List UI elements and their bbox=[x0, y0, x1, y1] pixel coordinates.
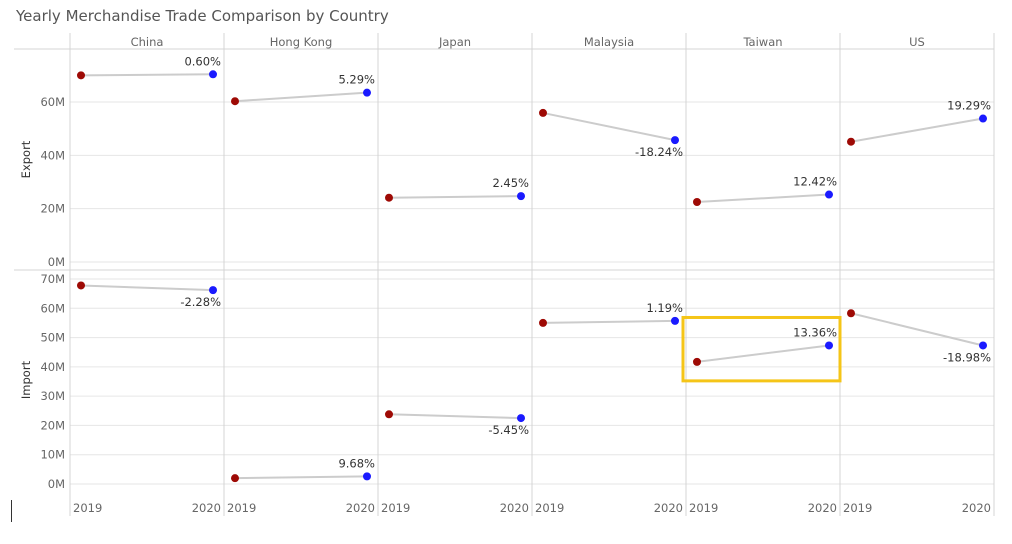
export-japan-change-label: 2.45% bbox=[492, 176, 529, 190]
import-china-change-label: -2.28% bbox=[180, 295, 221, 309]
export-hong-kong-2020-point[interactable] bbox=[363, 88, 371, 97]
import-us-change-label: -18.98% bbox=[943, 350, 991, 364]
y-tick-label: 0M bbox=[48, 255, 65, 269]
highlight-box-taiwan bbox=[681, 315, 842, 383]
facet-headers: China Hong Kong Japan Malaysia Taiwan US bbox=[131, 35, 925, 49]
y-tick-label: 60M bbox=[40, 301, 65, 315]
y-tick-label: 60M bbox=[40, 95, 65, 109]
export-taiwan-change-label: 12.42% bbox=[793, 175, 837, 189]
import-china-2020-point[interactable] bbox=[209, 286, 217, 295]
y-tick-label: 10M bbox=[40, 448, 65, 462]
text-cursor bbox=[11, 500, 12, 522]
export-malaysia-connector-line bbox=[542, 111, 676, 142]
export-us-2019-point[interactable] bbox=[847, 137, 855, 146]
export-japan-2020-point[interactable] bbox=[517, 192, 525, 201]
import-japan-2020-point[interactable] bbox=[517, 414, 525, 423]
import-taiwan-change-label: 13.36% bbox=[793, 325, 837, 339]
import-us-2019-point[interactable] bbox=[847, 309, 855, 318]
export-taiwan-2019-point[interactable] bbox=[693, 198, 701, 206]
import-taiwan-2019-point[interactable] bbox=[693, 357, 701, 366]
x-tick-label: 2020 bbox=[346, 501, 375, 515]
x-tick-label: 2020 bbox=[500, 501, 529, 515]
export-china-change-label: 0.60% bbox=[184, 54, 221, 68]
facet-header-japan: Japan bbox=[438, 35, 471, 49]
import-hong-kong-2019-point[interactable] bbox=[231, 474, 239, 483]
y-tick-label: 40M bbox=[40, 360, 65, 374]
import-malaysia-connector-line bbox=[542, 319, 676, 324]
y-tick-label: 70M bbox=[40, 272, 65, 286]
y-tick-label: 0M bbox=[48, 477, 65, 491]
import-japan-change-label: -5.45% bbox=[488, 423, 529, 437]
import-hong-kong-2020-point[interactable] bbox=[363, 472, 371, 481]
facet-header-us: US bbox=[909, 35, 925, 49]
y-tick-label: 20M bbox=[40, 418, 65, 432]
export-hong-kong-2019-point[interactable] bbox=[231, 97, 239, 106]
x-tick-label: 2019 bbox=[381, 501, 410, 515]
import-japan-2019-point[interactable] bbox=[385, 410, 393, 419]
export-us-change-label: 19.29% bbox=[947, 99, 991, 113]
y-tick-label: 20M bbox=[40, 202, 65, 216]
facet-header-china: China bbox=[131, 35, 164, 49]
import-malaysia-2019-point[interactable] bbox=[539, 318, 547, 327]
x-tick-label: 2019 bbox=[227, 501, 256, 515]
y-axis-title-export: Export bbox=[19, 140, 33, 178]
import-malaysia-2020-point[interactable] bbox=[671, 316, 679, 325]
import-hong-kong-change-label: 9.68% bbox=[338, 456, 375, 470]
facet-header-hong-kong: Hong Kong bbox=[270, 35, 333, 49]
export-japan-2019-point[interactable] bbox=[385, 193, 393, 202]
import-us-2020-point[interactable] bbox=[979, 341, 987, 350]
export-malaysia-2019-point[interactable] bbox=[539, 108, 547, 117]
import-japan-connector-line bbox=[388, 413, 522, 420]
x-tick-label: 2019 bbox=[689, 501, 718, 515]
export-taiwan-2020-point[interactable] bbox=[825, 190, 833, 199]
facet-header-malaysia: Malaysia bbox=[584, 35, 634, 49]
chart-title: Yearly Merchandise Trade Comparison by C… bbox=[16, 7, 389, 25]
export-us-2020-point[interactable] bbox=[979, 114, 987, 123]
export-malaysia-change-label: -18.24% bbox=[635, 145, 683, 159]
export-taiwan-connector-line bbox=[696, 193, 830, 203]
import-us-connector-line bbox=[850, 312, 984, 347]
export-china-2019-point[interactable] bbox=[77, 71, 85, 80]
y-axis-title-import: Import bbox=[19, 360, 33, 399]
export-japan-connector-line bbox=[388, 195, 522, 199]
x-tick-label: 2020 bbox=[654, 501, 683, 515]
x-tick-label: 2020 bbox=[192, 501, 221, 515]
axes: 0M 20M 40M 60M Export 0M 10M 20M 30M 40M 50M 60M 70M… bbox=[19, 95, 991, 515]
export-hong-kong-connector-line bbox=[234, 91, 368, 103]
export-china-2020-point[interactable] bbox=[209, 70, 217, 79]
export-malaysia-2020-point[interactable] bbox=[671, 136, 679, 145]
facet-header-taiwan: Taiwan bbox=[742, 35, 782, 49]
import-taiwan-connector-line bbox=[696, 344, 830, 363]
highlight-layer bbox=[681, 315, 842, 383]
export-china-connector-line bbox=[80, 73, 214, 77]
import-taiwan-2020-point[interactable] bbox=[825, 341, 833, 350]
x-tick-label: 2020 bbox=[808, 501, 837, 515]
panel-frame bbox=[14, 33, 995, 516]
x-tick-label: 2019 bbox=[843, 501, 872, 515]
y-tick-label: 30M bbox=[40, 389, 65, 403]
x-tick-label: 2019 bbox=[535, 501, 564, 515]
export-us-connector-line bbox=[850, 117, 984, 143]
import-china-connector-line bbox=[80, 284, 214, 292]
plot-marks[interactable]: 0.60% 5.29% 2.45% -18.24% 12.42% 19.29% -2.28%… bbox=[77, 54, 991, 483]
y-tick-label: 50M bbox=[40, 331, 65, 345]
import-hong-kong-connector-line bbox=[234, 475, 368, 480]
x-tick-label: 2019 bbox=[73, 501, 102, 515]
import-malaysia-change-label: 1.19% bbox=[646, 301, 683, 315]
y-tick-label: 40M bbox=[40, 148, 65, 162]
export-hong-kong-change-label: 5.29% bbox=[338, 73, 375, 87]
x-tick-label: 2020 bbox=[962, 501, 991, 515]
import-china-2019-point[interactable] bbox=[77, 281, 85, 290]
